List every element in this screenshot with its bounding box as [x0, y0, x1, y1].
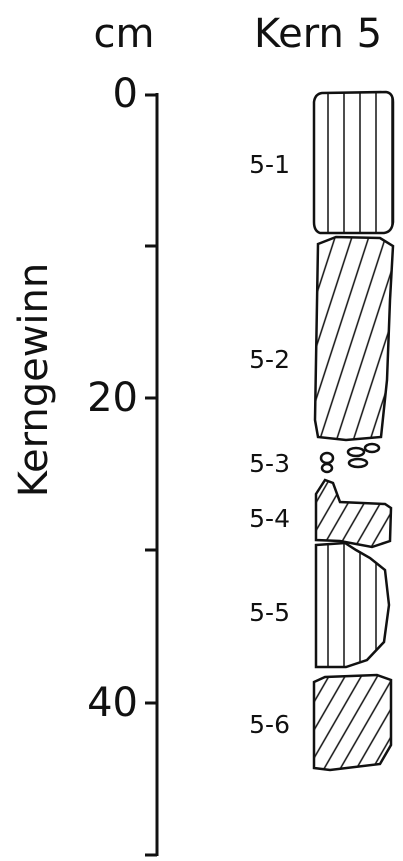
segment-label: 5-3: [249, 449, 290, 478]
core-diagram: cm Kern 5 Kerngewinn 0 20 40 5-1 5-2 5-3…: [0, 0, 403, 861]
core-title: Kern 5: [254, 11, 382, 57]
tick-label: 40: [87, 680, 138, 726]
depth-axis: [145, 93, 157, 856]
unit-label: cm: [94, 11, 155, 57]
segment-label: 5-4: [249, 504, 290, 533]
segment-label: 5-6: [249, 710, 290, 739]
segment-label: 5-1: [249, 150, 290, 179]
segment-label: 5-5: [249, 598, 290, 627]
tick-label: 0: [113, 71, 138, 117]
segment-label: 5-2: [249, 345, 290, 374]
axis-label: Kerngewinn: [11, 263, 57, 497]
core-pieces: [314, 92, 393, 770]
tick-label: 20: [87, 375, 138, 421]
